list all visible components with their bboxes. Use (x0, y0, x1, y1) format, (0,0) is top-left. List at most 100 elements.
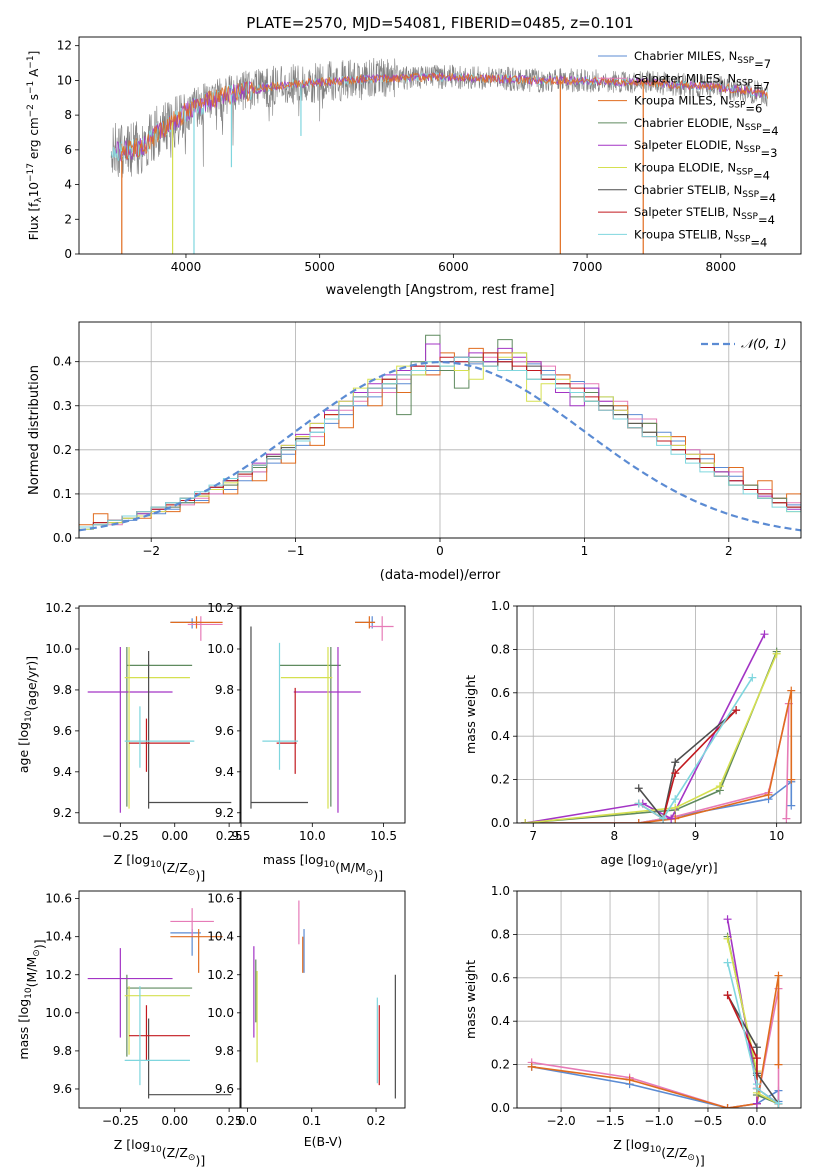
legend-label: Salpeter STELIB, NSSP=4 (634, 205, 775, 227)
weight-marker (715, 782, 724, 791)
y-tick-label: 9.8 (215, 1044, 234, 1058)
x-tick-label: 0.0 (238, 1114, 257, 1128)
y-tick-label: 0.0 (491, 1101, 510, 1115)
y-tick-label: 4 (64, 178, 72, 192)
weight-line-stelib_salpeter (726, 994, 779, 1105)
y-tick-label: 10.4 (45, 930, 72, 944)
weight-marker (774, 971, 783, 980)
x-tick-label: −0.5 (693, 1114, 722, 1128)
weight-line-elodie_kroupa (525, 653, 778, 823)
weight-line-miles_salpeter (525, 703, 790, 823)
legend-label: Chabrier ELODIE, NSSP=4 (634, 116, 779, 138)
axes-frame (78, 321, 802, 539)
y-axis-label: age [log10(age/yr)] (16, 656, 39, 773)
x-tick-label: 7 (529, 829, 537, 843)
y-tick-label: 0.8 (491, 642, 510, 656)
x-tick-label: 0.25 (216, 1114, 243, 1128)
x-tick-label: 1 (581, 544, 589, 558)
y-tick-label: 1.0 (491, 884, 510, 898)
y-tick-label: 9.8 (53, 683, 72, 697)
histogram-stelib_kroupa (79, 356, 801, 538)
y-tick-label: 9.4 (215, 765, 234, 779)
legend-label: Kroupa MILES, NSSP=6 (634, 94, 762, 116)
y-axis-label: mass weight (463, 960, 478, 1039)
y-tick-label: 0.2 (491, 773, 510, 787)
weight-marker (527, 1062, 536, 1071)
weight-marker (723, 934, 732, 943)
z-age-plot (87, 616, 232, 813)
x-axis-label: age [log10(age/yr)] (600, 852, 717, 875)
x-tick-label: 7000 (572, 260, 603, 274)
y-tick-label: 0.8 (491, 927, 510, 941)
x-axis-label: Z [log10(Z/Z⊙)] (114, 852, 205, 883)
weight-marker (634, 784, 643, 793)
x-tick-label: 0.00 (161, 1114, 188, 1128)
legend-label: Kroupa STELIB, NSSP=4 (634, 227, 767, 249)
weight-marker (723, 958, 732, 967)
x-axis-label: Z [log10(Z/Z⊙)] (613, 1137, 704, 1168)
x-tick-label: 8 (611, 829, 619, 843)
y-tick-label: 9.2 (53, 806, 72, 820)
ebv-mass-axes: 0.0 0.1 0.2 9.6 9.8 10.0 10.2 10.4 10.6 E(B-V) (207, 890, 406, 1149)
weight-marker (634, 799, 643, 808)
weight-marker (748, 673, 757, 682)
z-weight-plot (527, 915, 783, 1108)
y-tick-label: 12 (57, 39, 72, 53)
y-tick-label: 10.2 (207, 601, 234, 615)
x-tick-label: 10.5 (370, 829, 397, 843)
weight-marker (723, 991, 732, 1000)
x-tick-label: 0 (436, 544, 444, 558)
ebv-mass-plot (253, 900, 396, 1099)
x-tick-label: −0.25 (102, 829, 139, 843)
x-tick-label: −1.0 (644, 1114, 673, 1128)
axes-frame (78, 605, 241, 824)
x-tick-label: 9.5 (231, 829, 250, 843)
y-axis-label: mass weight (463, 675, 478, 754)
z-weight-axes: −2.0 −1.5 −1.0 −0.5 0.0 0.0 0.2 0.4 0.6 0.8 1.0 Z [… (463, 884, 802, 1168)
x-tick-label: 6000 (438, 260, 469, 274)
x-tick-label: 4000 (171, 260, 202, 274)
z-age-axes: −0.25 0.00 0.25 9.2 9.4 9.6 9.8 10.0 10.2 Z [log1… (16, 601, 242, 883)
y-tick-label: 9.8 (215, 683, 234, 697)
weight-line-stelib_kroupa (638, 677, 753, 820)
axes-frame (516, 605, 802, 824)
x-tick-label: 2 (725, 544, 733, 558)
y-tick-label: 10.2 (45, 601, 72, 615)
x-tick-label: 0.1 (302, 1114, 321, 1128)
y-tick-label: 0.1 (53, 487, 72, 501)
weight-marker (787, 686, 796, 695)
x-tick-label: 10.0 (299, 829, 326, 843)
weight-marker (723, 1104, 732, 1108)
y-tick-label: 1.0 (491, 599, 510, 613)
axes-frame (516, 890, 802, 1109)
z-mass-axes: −0.25 0.00 0.25 9.6 9.8 10.0 10.2 10.4 10.6 Z [lo… (16, 890, 243, 1168)
x-tick-label: 0.2 (367, 1114, 386, 1128)
weight-marker (752, 1084, 761, 1093)
legend-label: Kroupa ELODIE, NSSP=4 (634, 161, 770, 183)
weight-marker (774, 1099, 783, 1108)
weight-marker (752, 1099, 761, 1108)
x-tick-label: 8000 (706, 260, 737, 274)
y-tick-label: 9.6 (53, 1082, 72, 1096)
weight-marker (732, 706, 741, 715)
weight-line-miles_kroupa (525, 690, 793, 823)
axes-frame (78, 890, 241, 1109)
weight-marker (787, 801, 796, 810)
weight-marker (782, 814, 791, 823)
weight-marker (625, 1075, 634, 1084)
x-tick-label: 0.25 (216, 829, 243, 843)
weight-marker (671, 769, 680, 778)
weight-marker (752, 1054, 761, 1063)
axes-frame (240, 890, 406, 1109)
y-tick-label: 9.6 (215, 1082, 234, 1096)
weight-marker (671, 758, 680, 767)
weight-line-miles_kroupa (531, 975, 780, 1108)
legend-label: 𝒩(0, 1) (741, 336, 787, 351)
y-tick-label: 0.4 (53, 355, 72, 369)
x-tick-label: 5000 (304, 260, 335, 274)
y-axis-label: mass [log10(M/M⊙)] (16, 939, 47, 1059)
legend-label: Chabrier MILES, NSSP=7 (634, 49, 771, 71)
mass-age-plot (250, 616, 394, 813)
y-tick-label: 0.4 (491, 729, 510, 743)
